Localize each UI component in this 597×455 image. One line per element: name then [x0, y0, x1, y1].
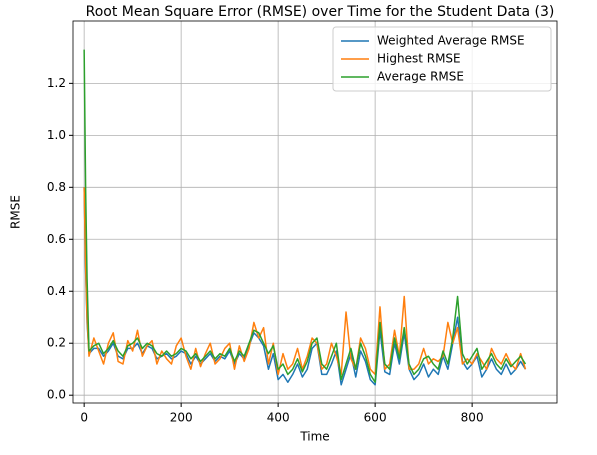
series-line	[83, 187, 527, 386]
x-axis-label: Time	[299, 430, 329, 444]
y-tick-label: 1.0	[47, 128, 66, 142]
x-tick-label: 400	[267, 411, 290, 425]
y-tick-label: 1.2	[47, 76, 66, 90]
plot-frame	[72, 20, 558, 404]
x-tick-label: 600	[364, 411, 387, 425]
series-line	[83, 187, 527, 376]
y-tick-label: 0.2	[47, 336, 66, 350]
chart-title: Root Mean Square Error (RMSE) over Time …	[86, 4, 555, 20]
y-tick-label: 0.6	[47, 232, 66, 246]
x-tick-label: 800	[461, 411, 484, 425]
y-tick-label: 0.4	[47, 284, 66, 298]
x-tick-label: 200	[170, 411, 193, 425]
y-axis-label: RMSE	[9, 195, 23, 229]
legend-label: Highest RMSE	[377, 52, 461, 66]
y-tick-label: 0.8	[47, 180, 66, 194]
series-line	[83, 49, 527, 383]
legend-label: Average RMSE	[377, 70, 464, 84]
x-tick-label: 0	[80, 411, 88, 425]
legend-box	[332, 26, 552, 92]
y-tick-label: 0.0	[47, 388, 66, 402]
legend-label: Weighted Average RMSE	[377, 34, 525, 48]
